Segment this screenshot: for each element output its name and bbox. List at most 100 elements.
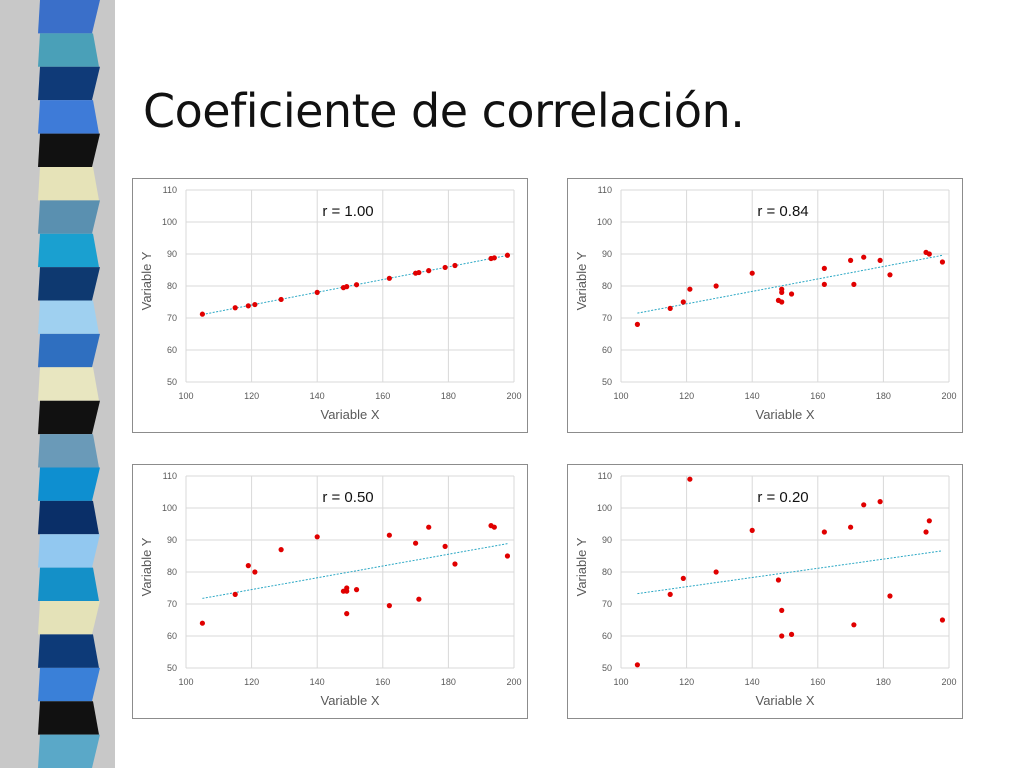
data-point <box>923 529 929 535</box>
strip-block <box>38 66 100 101</box>
x-tick-label: 200 <box>506 677 521 687</box>
data-point <box>788 631 795 637</box>
x-axis-title: Variable X <box>320 693 379 708</box>
y-tick-label: 60 <box>602 345 612 355</box>
data-point <box>634 662 640 668</box>
data-point <box>278 547 284 553</box>
data-point <box>386 532 392 538</box>
data-point <box>344 585 350 591</box>
data-point <box>779 299 785 305</box>
data-point <box>821 281 827 287</box>
strip-block <box>38 133 100 167</box>
y-tick-label: 50 <box>602 663 612 673</box>
strip-block <box>38 233 99 268</box>
correlation-label: r = 0.20 <box>757 489 808 506</box>
strip-block <box>38 0 100 34</box>
x-tick-label: 140 <box>745 677 760 687</box>
data-point <box>353 282 360 288</box>
data-point <box>775 577 782 583</box>
data-point <box>939 617 946 623</box>
data-point <box>887 593 893 599</box>
x-tick-label: 120 <box>679 677 694 687</box>
data-point <box>245 303 251 309</box>
data-point <box>821 265 827 271</box>
data-point <box>452 262 458 269</box>
data-point <box>245 563 251 569</box>
data-point <box>314 534 320 540</box>
data-point <box>426 524 432 530</box>
data-point <box>252 301 258 308</box>
y-tick-label: 80 <box>167 281 177 291</box>
x-tick-label: 180 <box>441 677 456 687</box>
correlation-label: r = 0.84 <box>757 203 808 220</box>
strip-block <box>38 634 99 668</box>
x-tick-label: 160 <box>810 677 825 687</box>
strip-block <box>38 534 100 568</box>
strip-block <box>38 434 99 468</box>
x-tick-label: 200 <box>941 391 956 401</box>
trendline <box>637 550 943 595</box>
y-tick-label: 80 <box>602 567 612 577</box>
x-axis-title: Variable X <box>755 407 814 422</box>
data-point <box>199 311 205 317</box>
strip-block <box>38 300 99 334</box>
y-tick-label: 60 <box>167 345 177 355</box>
data-point <box>687 476 693 482</box>
scatter-chart-r020: 50 60 70 80 90 100 110 100 120 140 160 180 200 Variab… <box>567 464 963 719</box>
data-point <box>232 305 238 311</box>
y-tick-label: 80 <box>602 281 612 291</box>
trendline <box>202 543 508 599</box>
y-tick-label: 80 <box>167 567 177 577</box>
x-tick-label: 120 <box>244 677 259 687</box>
data-point <box>713 569 719 575</box>
data-point <box>416 269 422 276</box>
x-tick-label: 120 <box>244 391 259 401</box>
y-axis-title: Variable Y <box>574 251 589 310</box>
strip-block <box>38 267 100 301</box>
data-point <box>232 591 238 597</box>
data-point <box>848 257 854 263</box>
data-point <box>877 499 883 505</box>
data-point <box>779 633 785 639</box>
y-tick-label: 70 <box>602 599 612 609</box>
data-point <box>851 622 857 628</box>
x-tick-label: 200 <box>506 391 521 401</box>
data-point <box>861 502 867 508</box>
data-point <box>861 254 867 260</box>
x-tick-label: 160 <box>810 391 825 401</box>
decorative-strip <box>0 0 115 768</box>
x-tick-label: 140 <box>310 391 325 401</box>
data-point <box>491 524 497 530</box>
strip-block <box>38 467 100 501</box>
data-point <box>252 569 258 575</box>
data-point <box>491 255 497 261</box>
strip-block <box>38 667 100 702</box>
strip-block <box>38 166 99 201</box>
chart-svg: 50 60 70 80 90 100 110 100 120 140 160 180 200 Variab… <box>574 471 957 708</box>
data-point <box>278 296 284 303</box>
data-point <box>749 527 755 533</box>
x-tick-label: 180 <box>876 677 891 687</box>
data-point <box>314 289 320 295</box>
y-tick-label: 110 <box>598 185 612 195</box>
data-point <box>713 283 719 289</box>
y-tick-label: 100 <box>162 503 177 513</box>
strip-block <box>38 400 100 435</box>
y-tick-label: 70 <box>602 313 612 323</box>
data-point <box>452 561 458 567</box>
data-point <box>887 272 893 278</box>
y-tick-label: 90 <box>167 535 177 545</box>
x-tick-label: 200 <box>941 677 956 687</box>
y-tick-label: 70 <box>167 313 177 323</box>
x-tick-label: 160 <box>375 391 390 401</box>
x-tick-label: 180 <box>441 391 456 401</box>
scatter-chart-r050: 50 60 70 80 90 100 110 100 120 140 160 180 200 Variab… <box>132 464 528 719</box>
y-tick-label: 60 <box>167 631 177 641</box>
y-tick-label: 90 <box>602 249 612 259</box>
trendline <box>637 254 943 314</box>
x-axis-title: Variable X <box>320 407 379 422</box>
y-tick-label: 110 <box>163 471 177 481</box>
data-point <box>877 257 883 263</box>
x-axis-title: Variable X <box>755 693 814 708</box>
data-point <box>779 289 785 295</box>
